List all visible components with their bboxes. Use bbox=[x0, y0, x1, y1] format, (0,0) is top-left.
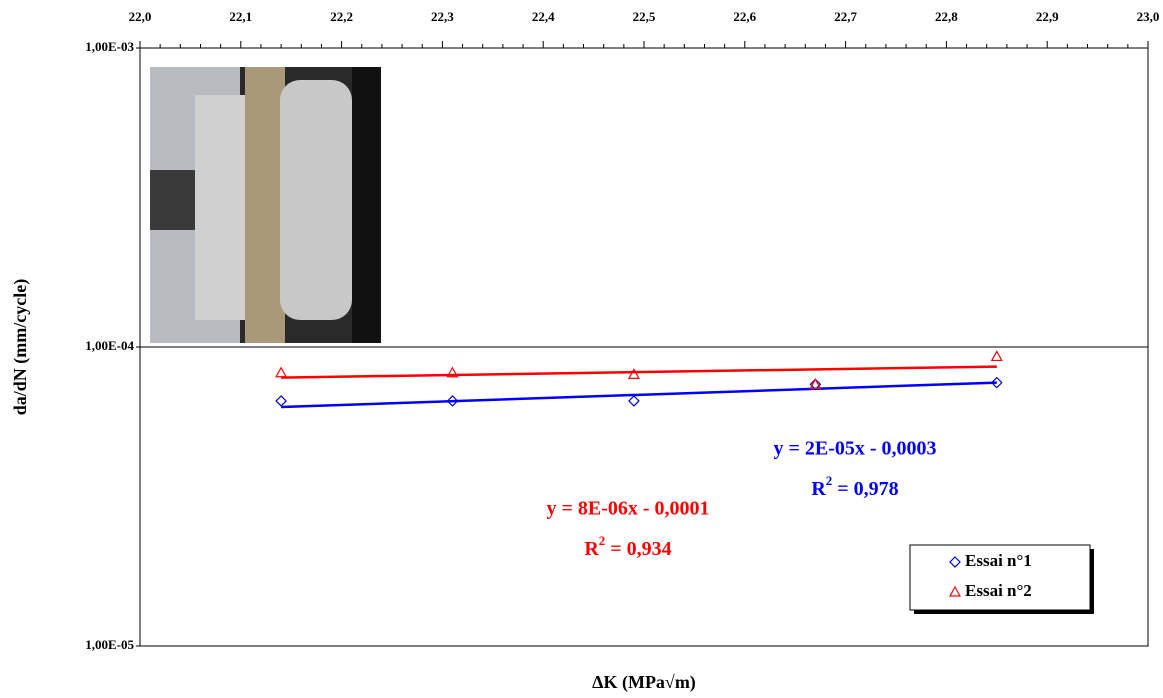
trendline-equation: y = 2E-05x - 0,0003 bbox=[773, 438, 936, 460]
trendline bbox=[281, 365, 997, 379]
x-axis-label: ΔK (MPa√m) bbox=[592, 672, 696, 693]
legend-label: Essai n°1 bbox=[965, 551, 1032, 570]
legend-label: Essai n°2 bbox=[965, 581, 1032, 600]
r-squared-base: R bbox=[584, 538, 599, 560]
legend-marker bbox=[948, 585, 962, 597]
r-squared-sup: 2 bbox=[826, 473, 833, 488]
x-tick-label: 22,7 bbox=[834, 9, 857, 24]
r-squared-value: = 0,934 bbox=[605, 538, 671, 560]
r-squared: R2 = 0,934 bbox=[584, 533, 671, 560]
marker bbox=[809, 378, 822, 391]
r-squared-value: = 0,978 bbox=[832, 478, 898, 500]
marker bbox=[446, 366, 459, 378]
y-tick-label: 1,00E-04 bbox=[85, 338, 134, 353]
photo bbox=[150, 67, 381, 343]
x-tick-label: 23,0 bbox=[1137, 9, 1160, 24]
marker bbox=[446, 395, 459, 407]
x-tick-label: 22,1 bbox=[229, 9, 252, 24]
marker bbox=[990, 350, 1003, 362]
marker bbox=[990, 376, 1003, 389]
y-tick-label: 1,00E-05 bbox=[85, 637, 134, 652]
x-tick-label: 22,6 bbox=[733, 9, 756, 24]
x-tick-label: 22,0 bbox=[129, 9, 152, 24]
x-tick-label: 22,3 bbox=[431, 9, 454, 24]
trendline bbox=[281, 381, 997, 409]
marker bbox=[275, 366, 288, 378]
marker bbox=[275, 395, 287, 407]
marker bbox=[627, 368, 640, 379]
x-tick-label: 22,8 bbox=[935, 9, 958, 24]
y-axis-label: da/dN (mm/cycle) bbox=[10, 279, 31, 415]
x-tick-label: 22,5 bbox=[633, 9, 656, 24]
x-tick-label: 22,9 bbox=[1036, 9, 1059, 24]
marker bbox=[628, 395, 640, 407]
x-tick-label: 22,2 bbox=[330, 9, 353, 24]
legend-marker bbox=[949, 556, 961, 568]
marker bbox=[809, 378, 822, 389]
r-squared-base: R bbox=[811, 478, 826, 500]
trendline-equation: y = 8E-06x - 0,0001 bbox=[546, 498, 709, 520]
y-tick-label: 1,00E-03 bbox=[85, 39, 134, 54]
legend bbox=[909, 544, 1091, 611]
r-squared-sup: 2 bbox=[599, 533, 606, 548]
x-tick-label: 22,4 bbox=[532, 9, 555, 24]
r-squared: R2 = 0,978 bbox=[811, 473, 898, 500]
